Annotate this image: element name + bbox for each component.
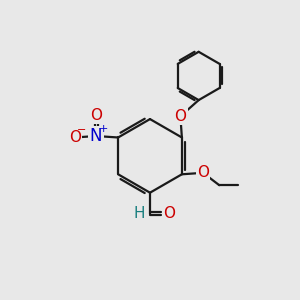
Text: N: N [90, 127, 102, 145]
Text: −: − [76, 125, 86, 135]
Text: O: O [69, 130, 81, 145]
Text: +: + [98, 124, 108, 134]
Text: O: O [164, 206, 175, 221]
Text: O: O [197, 165, 209, 180]
Text: H: H [133, 206, 145, 221]
Text: O: O [90, 108, 102, 123]
Text: O: O [174, 109, 186, 124]
